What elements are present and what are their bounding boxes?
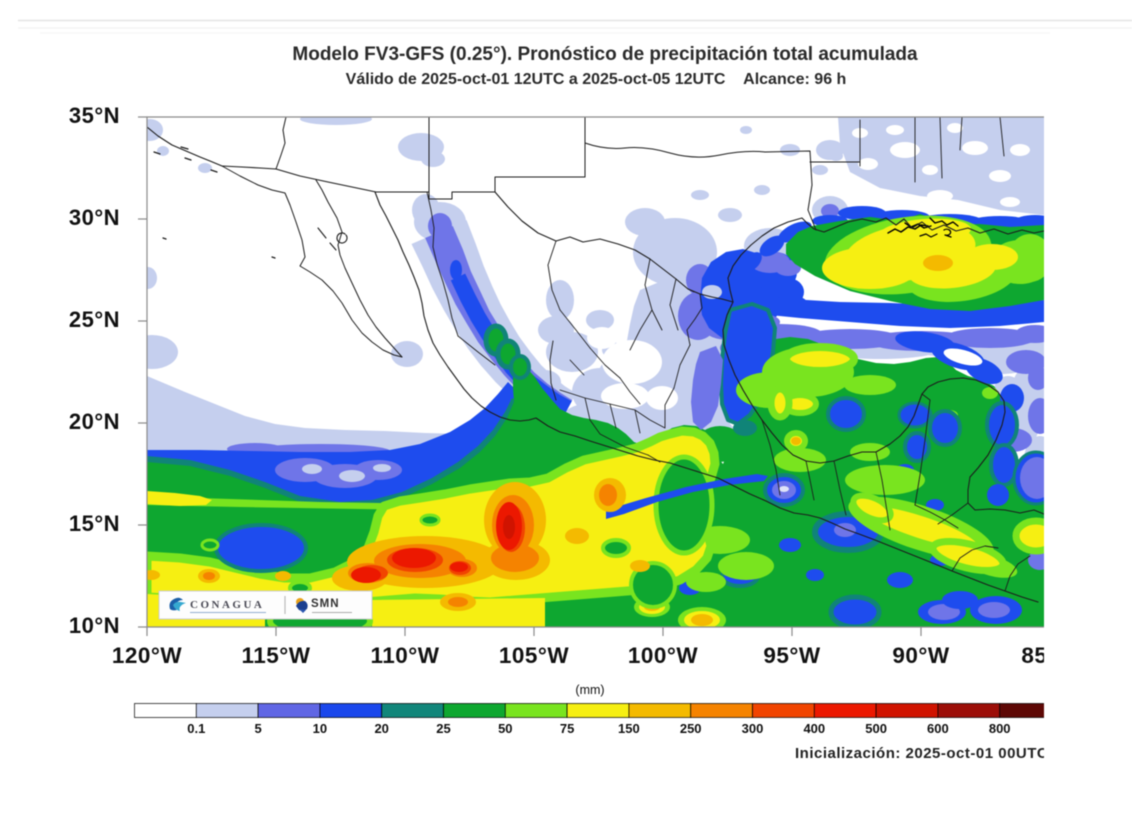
svg-text:120°W: 120°W: [112, 643, 183, 668]
svg-text:115°W: 115°W: [241, 643, 310, 668]
svg-text:5: 5: [254, 721, 261, 736]
svg-text:150: 150: [618, 721, 640, 736]
svg-text:500: 500: [865, 721, 887, 736]
svg-text:400: 400: [803, 721, 825, 736]
svg-text:Válido de 2025-oct-01 12UTC a: Válido de 2025-oct-01 12UTC a 2025-oct-0…: [346, 71, 847, 88]
svg-text:(mm): (mm): [575, 683, 604, 697]
svg-text:100°W: 100°W: [628, 643, 699, 668]
svg-text:95°W: 95°W: [763, 643, 821, 668]
svg-text:20: 20: [374, 721, 388, 736]
svg-text:85°W: 85°W: [1021, 643, 1079, 668]
svg-text:75: 75: [560, 721, 574, 736]
svg-text:105°W: 105°W: [499, 643, 570, 668]
svg-text:20°N: 20°N: [69, 409, 120, 434]
svg-text:10: 10: [313, 721, 327, 736]
svg-text:CONAGUA: CONAGUA: [190, 599, 264, 611]
svg-text:25: 25: [436, 721, 450, 736]
svg-text:50: 50: [498, 721, 512, 736]
svg-text:250: 250: [680, 721, 702, 736]
svg-text:800: 800: [989, 721, 1011, 736]
svg-text:Inicialización: 2025-oct-01 00: Inicialización: 2025-oct-01 00UTC: [795, 745, 1048, 762]
svg-text:SMN: SMN: [311, 598, 340, 610]
svg-text:600: 600: [927, 721, 949, 736]
svg-text:90°W: 90°W: [892, 643, 950, 668]
svg-text:Modelo FV3-GFS (0.25°). Pronós: Modelo FV3-GFS (0.25°). Pronóstico de pr…: [292, 44, 918, 65]
svg-text:30°N: 30°N: [69, 205, 120, 230]
svg-text:300: 300: [742, 721, 764, 736]
svg-text:25°N: 25°N: [69, 307, 120, 332]
svg-text:0.1: 0.1: [187, 721, 205, 736]
svg-text:10°N: 10°N: [69, 613, 120, 638]
svg-text:35°N: 35°N: [69, 103, 120, 128]
svg-text:110°W: 110°W: [370, 643, 439, 668]
svg-text:15°N: 15°N: [69, 511, 120, 536]
